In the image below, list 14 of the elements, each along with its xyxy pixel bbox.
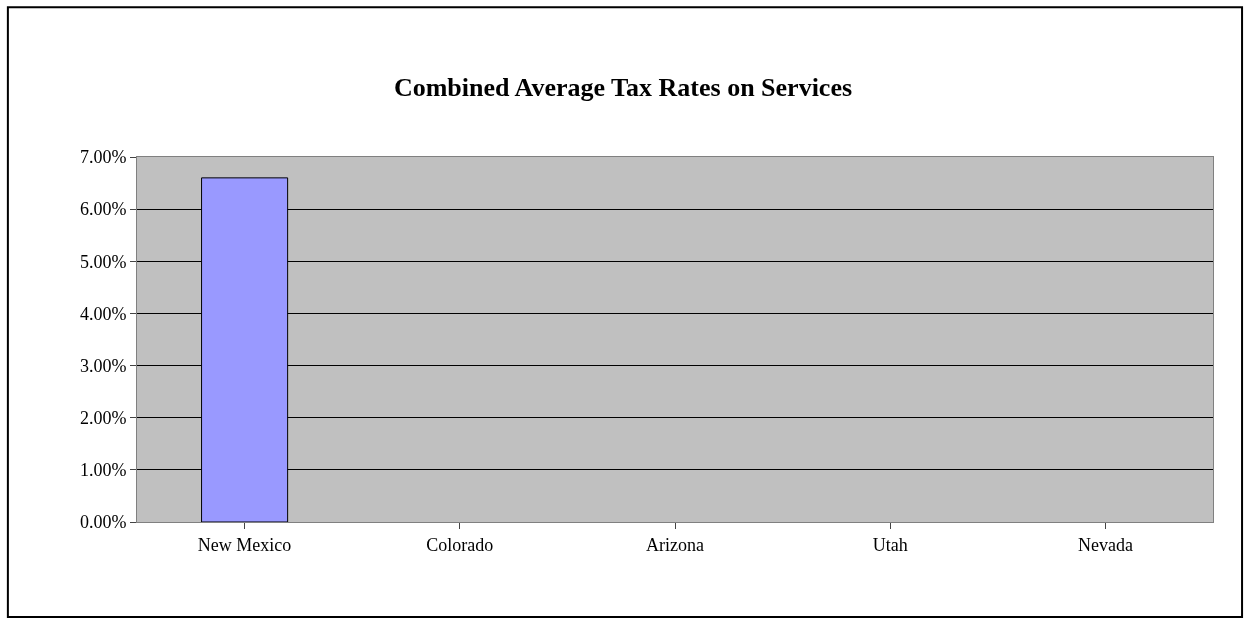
- y-tick-label: 1.00%: [79, 460, 127, 481]
- y-tick-label: 5.00%: [79, 251, 127, 272]
- y-tick-label: 3.00%: [79, 355, 127, 376]
- x-tick-label: Colorado: [426, 534, 494, 555]
- y-tick-label: 2.00%: [79, 408, 127, 429]
- x-tick-label: New Mexico: [197, 534, 292, 555]
- y-tick-label: 6.00%: [79, 199, 127, 220]
- x-tick-label: Nevada: [1077, 534, 1133, 555]
- x-tick-label: Arizona: [646, 534, 704, 555]
- y-tick-label: 4.00%: [79, 303, 127, 324]
- x-tick-label: Utah: [872, 534, 908, 555]
- chart-title: Combined Average Tax Rates on Services: [393, 72, 853, 102]
- y-tick-label: 0.00%: [79, 512, 127, 533]
- y-tick-label: 7.00%: [79, 147, 127, 168]
